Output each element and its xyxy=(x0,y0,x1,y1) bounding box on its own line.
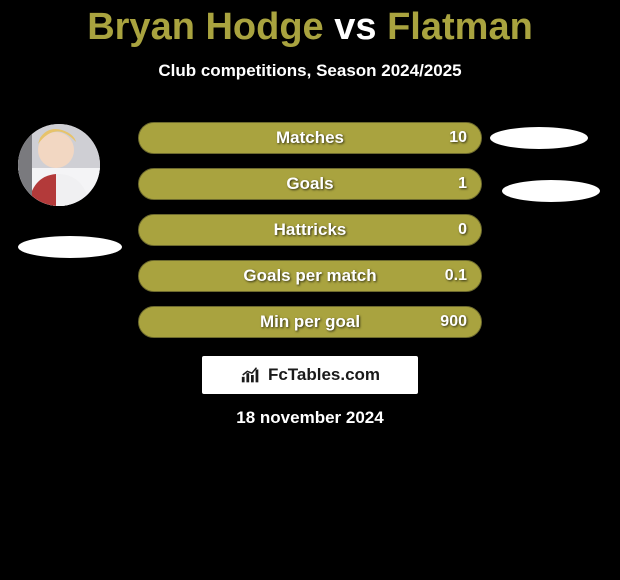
subtitle: Club competitions, Season 2024/2025 xyxy=(0,61,620,81)
footer-brand-box: FcTables.com xyxy=(202,356,418,394)
stats-bars: Matches 10 Goals 1 Hattricks 0 Goals per… xyxy=(138,122,482,352)
player1-avatar xyxy=(18,124,100,206)
footer-brand-text: FcTables.com xyxy=(268,365,380,385)
title-player2: Flatman xyxy=(387,6,533,48)
footer-date: 18 november 2024 xyxy=(0,408,620,428)
barchart-icon xyxy=(240,365,262,385)
stat-label: Matches xyxy=(139,123,481,153)
title-player1: Bryan Hodge xyxy=(87,6,323,48)
title-vs: vs xyxy=(334,6,376,48)
stat-bar-matches: Matches 10 xyxy=(138,122,482,154)
stat-value: 0 xyxy=(458,215,467,245)
stat-bar-hattricks: Hattricks 0 xyxy=(138,214,482,246)
player1-name-pill xyxy=(18,236,122,258)
stat-value: 1 xyxy=(458,169,467,199)
player2-name-pill xyxy=(502,180,600,202)
stat-bar-goals-per-match: Goals per match 0.1 xyxy=(138,260,482,292)
stat-value: 10 xyxy=(449,123,467,153)
stat-bar-min-per-goal: Min per goal 900 xyxy=(138,306,482,338)
stat-label: Goals xyxy=(139,169,481,199)
stat-value: 900 xyxy=(440,307,467,337)
stat-label: Min per goal xyxy=(139,307,481,337)
player2-avatar-pill xyxy=(490,127,588,149)
stat-bar-goals: Goals 1 xyxy=(138,168,482,200)
page-title: Bryan Hodge vs Flatman xyxy=(0,0,620,49)
stat-value: 0.1 xyxy=(445,261,467,291)
stat-label: Goals per match xyxy=(139,261,481,291)
stat-label: Hattricks xyxy=(139,215,481,245)
avatar-placeholder-icon xyxy=(18,124,100,206)
